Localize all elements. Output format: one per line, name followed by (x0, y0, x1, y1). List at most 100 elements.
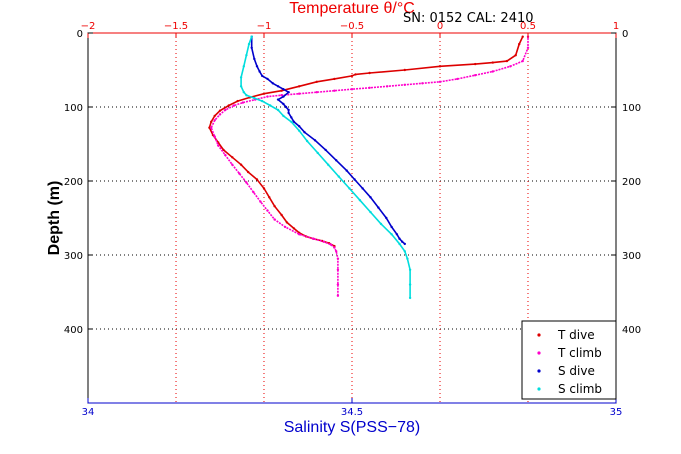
data-point (238, 172, 241, 175)
left-tick-label: 0 (77, 29, 83, 40)
data-point (358, 199, 362, 202)
left-axis-ticks: 0 100 200 300 400 (64, 29, 93, 336)
legend-marker (537, 369, 541, 373)
data-point (280, 89, 283, 92)
data-point (456, 77, 459, 81)
data-point (491, 61, 494, 64)
data-point (224, 153, 227, 157)
data-point (521, 35, 524, 38)
data-point (268, 196, 271, 199)
data-point (521, 59, 524, 63)
data-point (247, 170, 250, 174)
data-point (333, 246, 336, 249)
data-point (292, 227, 296, 230)
data-point (401, 240, 404, 243)
top-tick-label: 0 (437, 21, 443, 32)
data-point (335, 159, 338, 162)
data-point (252, 190, 255, 194)
instrument-header: SN: 0152 CAL: 2410 (403, 11, 534, 26)
data-point (403, 242, 406, 246)
data-point (208, 126, 211, 129)
data-point (353, 178, 356, 181)
data-point (224, 108, 227, 112)
data-point (514, 54, 517, 57)
data-point (333, 89, 336, 92)
data-point (213, 119, 216, 122)
data-point (312, 237, 315, 240)
data-point (218, 113, 222, 116)
data-point (509, 65, 512, 68)
top-tick-label: −2 (81, 21, 96, 32)
data-point (408, 283, 412, 286)
data-point (210, 126, 213, 129)
y-axis-label: Depth (m) (46, 181, 63, 256)
data-point (239, 163, 243, 166)
bottom-tick-label: 35 (610, 407, 623, 418)
legend-marker (537, 387, 541, 391)
data-point (316, 151, 319, 155)
data-point (285, 221, 289, 224)
data-point (474, 74, 477, 77)
data-point (282, 102, 285, 106)
data-point (403, 68, 406, 72)
top-tick-label: −0.5 (340, 21, 364, 32)
data-point (526, 46, 530, 49)
data-point (245, 181, 248, 184)
data-point (322, 240, 325, 243)
data-point (474, 62, 477, 66)
data-point (390, 225, 393, 229)
data-point (284, 105, 288, 109)
right-tick-label: 400 (622, 325, 641, 336)
data-point (271, 82, 274, 85)
data-point (345, 169, 348, 172)
data-point (290, 120, 293, 124)
top-axis-label: Temperature θ/°C (289, 0, 415, 17)
top-tick-label: −1.5 (164, 21, 188, 32)
data-point (385, 216, 388, 220)
legend-marker (537, 351, 541, 355)
data-point (336, 268, 340, 271)
legend-label: S climb (558, 382, 602, 396)
data-point (239, 76, 243, 79)
bottom-axis-label: Salinity S(PSS−78) (284, 419, 421, 436)
legend-marker (537, 333, 541, 337)
left-tick-label: 100 (64, 103, 83, 114)
data-point (336, 283, 340, 286)
data-point (253, 96, 256, 100)
data-point (231, 156, 234, 159)
data-point (269, 104, 272, 107)
data-point (303, 131, 306, 134)
data-point (282, 88, 285, 91)
top-tick-label: 1 (613, 21, 619, 32)
data-point (276, 85, 280, 88)
data-point (258, 70, 261, 73)
data-point (262, 187, 266, 190)
top-axis-ticks: −2 −1.5 −1 −0.5 0 0.5 1 (81, 21, 619, 38)
data-point (298, 233, 301, 236)
data-point (354, 73, 357, 76)
data-point (298, 125, 301, 128)
data-point (273, 205, 276, 208)
legend-label: T climb (557, 346, 602, 360)
data-point (241, 101, 245, 104)
data-point (379, 222, 383, 226)
data-point (313, 139, 317, 142)
data-point (438, 65, 442, 68)
data-point (403, 250, 406, 253)
data-point (315, 91, 318, 94)
data-point (283, 225, 287, 229)
left-tick-label: 400 (64, 325, 83, 336)
data-point (398, 237, 401, 240)
data-point (255, 65, 259, 68)
data-point (261, 99, 264, 103)
series-t-climb (210, 35, 530, 297)
right-tick-label: 100 (622, 103, 641, 114)
series-trace (210, 36, 529, 296)
data-point (222, 148, 225, 152)
legend-label: S dive (558, 364, 595, 378)
data-point (276, 108, 280, 112)
data-point (368, 71, 371, 75)
data-point (236, 99, 239, 103)
series-s-climb (239, 35, 412, 300)
data-point (336, 257, 340, 260)
